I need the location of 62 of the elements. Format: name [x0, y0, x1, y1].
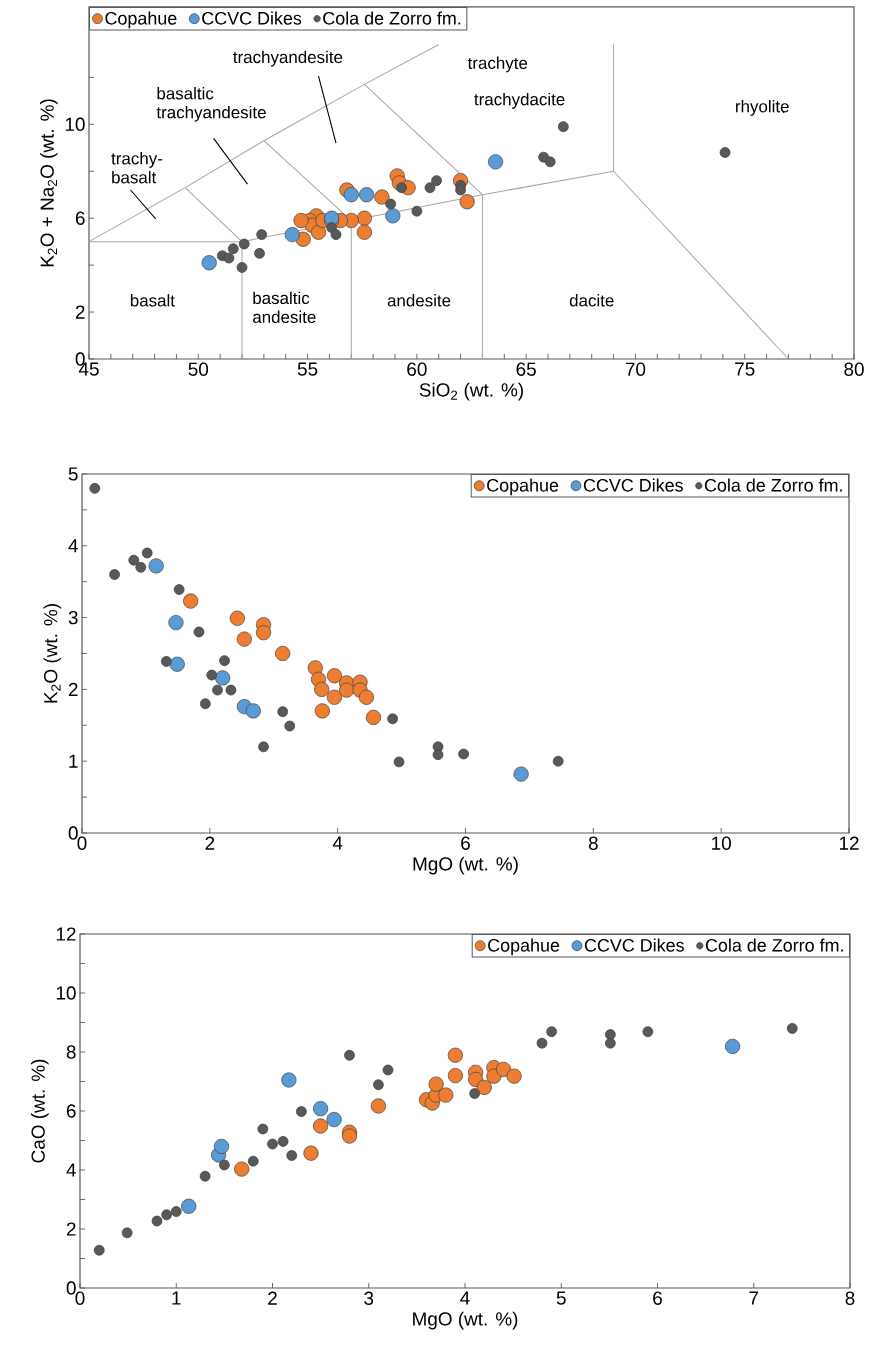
- annotation: trachydacite: [474, 92, 565, 109]
- annotation: basaltic trachyandesite: [156, 87, 266, 122]
- y-tick-label: 0: [68, 826, 78, 840]
- y-axis-title: K$_{2}$O + Na$_{2}$O (wt. %): [39, 99, 58, 267]
- legend-label: Copahue: [487, 478, 559, 496]
- y-tick-label: 1: [69, 754, 78, 768]
- x-tick-label: 12: [839, 836, 859, 850]
- y-tick-label: 5: [68, 467, 78, 481]
- legend-label: CCVC Dikes: [202, 11, 302, 25]
- y-tick-label: 2: [75, 305, 85, 319]
- legend-label: Cola de Zorro fm.: [704, 478, 842, 492]
- x-tick-label: 4: [332, 836, 343, 850]
- y-tick-label: 3: [68, 610, 78, 625]
- x-tick-label: 4: [460, 1291, 470, 1305]
- x-tick-label: 6: [461, 836, 470, 850]
- x-tick-label: 8: [588, 836, 598, 850]
- y-tick-label: 0: [66, 1281, 76, 1295]
- x-tick-label: 10: [712, 836, 731, 850]
- x-tick-label: 2: [205, 836, 215, 850]
- x-tick-label: 70: [625, 362, 646, 376]
- legend-label: CCVC Dikes: [583, 478, 683, 492]
- x-tick-label: 80: [844, 362, 864, 376]
- annotation: basalt: [130, 294, 175, 307]
- y-tick-label: 6: [75, 211, 85, 225]
- x-tick-label: 55: [297, 362, 318, 376]
- x-tick-label: 3: [364, 1291, 374, 1305]
- y-tick-label: 2: [66, 1222, 76, 1236]
- y-tick-label: 4: [66, 1163, 76, 1177]
- legend-label: Copahue: [488, 938, 560, 956]
- annotation: trachyandesite: [233, 50, 343, 67]
- x-tick-label: 75: [735, 362, 755, 376]
- annotation: trachy-basalt: [111, 152, 163, 184]
- y-tick-label: 10: [65, 117, 85, 132]
- annotation: andesite: [387, 294, 451, 307]
- x-tick-label: 6: [653, 1291, 662, 1305]
- x-tick-label: 7: [749, 1291, 759, 1305]
- x-tick-label: 5: [556, 1291, 566, 1305]
- x-tick-label: 2: [268, 1291, 277, 1305]
- legend-label: CCVC Dikes: [584, 938, 684, 952]
- x-axis-title: SiO$_{2}$ (wt. %): [419, 382, 523, 401]
- annotation: basaltic andesite: [252, 291, 316, 324]
- legend-label: Cola de Zorro fm.: [705, 938, 843, 952]
- x-tick-label: 65: [516, 362, 536, 376]
- y-tick-label: 12: [56, 927, 76, 941]
- annotation: rhyolite: [736, 99, 789, 116]
- legend-label: Copahue: [105, 11, 177, 29]
- x-tick-label: 60: [407, 362, 427, 376]
- y-axis-title: CaO (wt. %): [30, 1059, 49, 1163]
- x-axis-title: MgO (wt. %): [413, 856, 518, 875]
- annotation: trachyte: [467, 56, 528, 73]
- x-tick-label: 50: [188, 362, 209, 376]
- y-axis-title: K$_{2}$O (wt. %): [43, 604, 62, 703]
- y-tick-label: 2: [68, 682, 78, 696]
- y-tick-label: 6: [66, 1104, 76, 1118]
- annotation: dacite: [569, 294, 614, 307]
- x-tick-label: 8: [845, 1291, 855, 1305]
- x-axis-title: MgO (wt. %): [413, 1311, 518, 1330]
- x-tick-label: 1: [172, 1291, 181, 1305]
- y-tick-label: 8: [66, 1045, 76, 1059]
- y-tick-label: 10: [56, 986, 76, 1000]
- y-tick-label: 4: [68, 539, 78, 553]
- legend-label: Cola de Zorro fm.: [323, 11, 461, 25]
